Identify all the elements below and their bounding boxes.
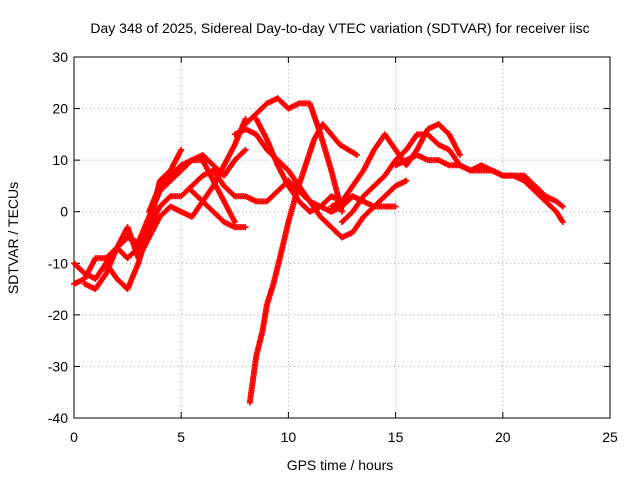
y-tick-label: 30 xyxy=(52,49,68,65)
x-tick-label: 10 xyxy=(281,429,297,445)
x-tick-label: 0 xyxy=(70,429,78,445)
y-tick-label: 20 xyxy=(52,101,68,117)
data-point xyxy=(559,219,566,226)
data-point xyxy=(178,146,185,153)
data-points xyxy=(71,95,566,406)
series-track-4 xyxy=(103,167,356,293)
chart-title: Day 348 of 2025, Sidereal Day-to-day VTE… xyxy=(90,20,589,36)
data-point xyxy=(231,219,238,226)
point-marker xyxy=(166,194,173,201)
plot-frame xyxy=(73,56,611,419)
series-track-7 xyxy=(231,126,410,241)
data-point xyxy=(559,203,566,210)
y-tick-label: 10 xyxy=(52,152,68,168)
x-tick-label: 25 xyxy=(602,429,618,445)
x-tick-label: 15 xyxy=(388,429,404,445)
series-track-13 xyxy=(392,151,566,226)
x-axis-title: GPS time / hours xyxy=(287,457,394,473)
y-tick-label: -30 xyxy=(48,358,68,374)
y-axis-title: SDTVAR / TECUs xyxy=(5,182,21,294)
x-tick-label: 20 xyxy=(495,429,511,445)
data-point xyxy=(456,151,463,158)
y-tick-label: -10 xyxy=(48,255,68,271)
data-point xyxy=(392,203,399,210)
y-tick-label: -20 xyxy=(48,307,68,323)
series-track-5 xyxy=(146,146,249,215)
point-marker xyxy=(241,147,248,154)
series-track-2 xyxy=(71,146,185,287)
x-tick-label: 5 xyxy=(177,429,185,445)
data-point xyxy=(354,151,361,158)
data-point xyxy=(242,146,249,153)
y-tick-label: 0 xyxy=(60,204,68,220)
data-point xyxy=(339,208,345,215)
data-point xyxy=(403,177,410,184)
x-axis: 0 5 10 15 20 25 xyxy=(70,57,618,445)
y-axis: -40 -30 -20 -10 0 10 20 30 xyxy=(48,49,610,426)
point-marker xyxy=(230,192,237,199)
series-track-6 xyxy=(188,188,249,231)
data-point xyxy=(242,224,249,231)
series-track-10 xyxy=(246,121,361,406)
y-tick-label: -40 xyxy=(48,410,68,426)
series-track-8 xyxy=(242,95,345,215)
